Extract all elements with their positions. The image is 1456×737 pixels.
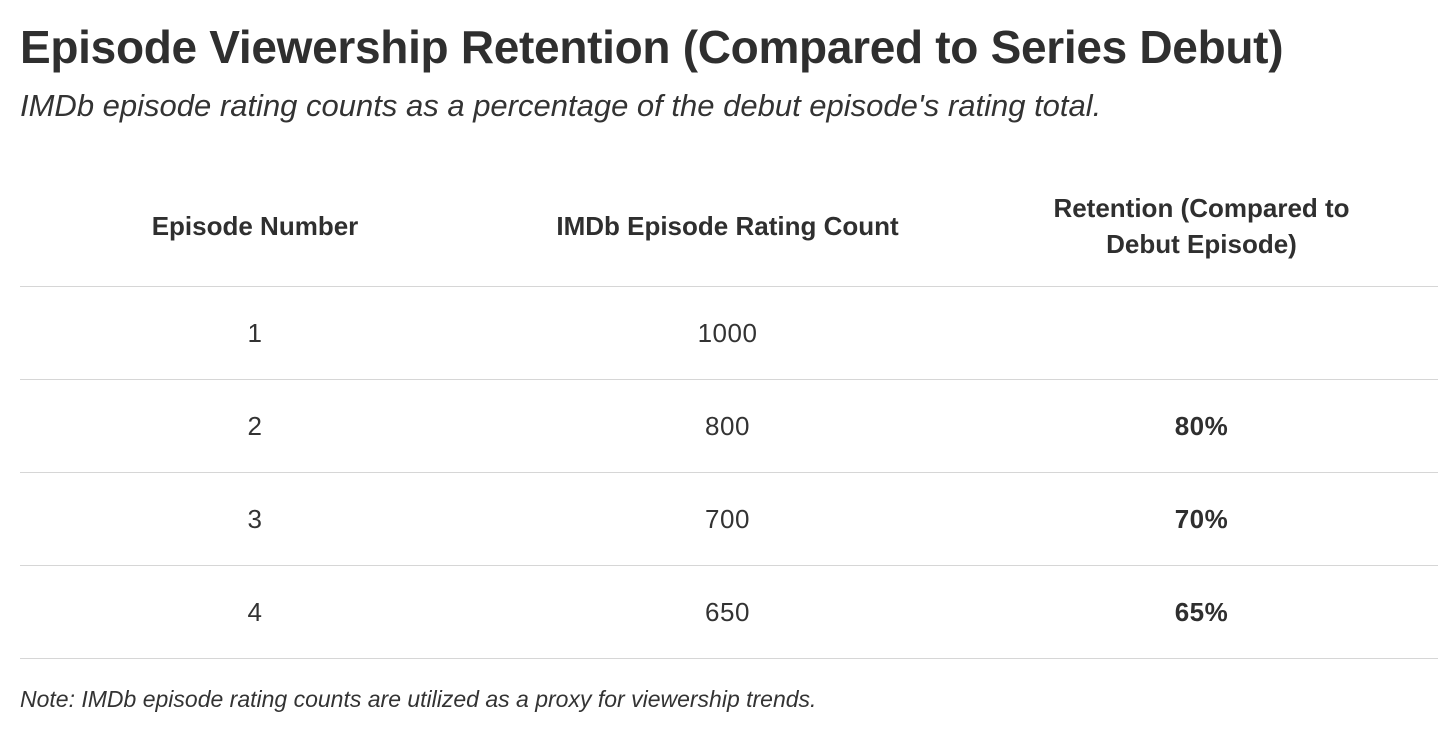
table-row: 4 650 65% (20, 566, 1438, 659)
episode-number-cell: 4 (247, 596, 263, 627)
rating-count-cell: 700 (705, 503, 750, 534)
episode-number-cell: 3 (247, 503, 263, 534)
retention-table: Episode Number IMDb Episode Rating Count… (20, 166, 1438, 659)
column-header-rating-count: IMDb Episode Rating Count (556, 211, 899, 241)
episode-number-cell: 2 (247, 410, 263, 441)
rating-count-cell: 800 (705, 410, 750, 441)
footnote: Note: IMDb episode rating counts are uti… (20, 686, 817, 712)
chart-subtitle: IMDb episode rating counts as a percenta… (20, 88, 1102, 123)
episode-number-cell: 1 (247, 317, 263, 348)
retention-cell: 65% (1174, 596, 1229, 627)
table-row: 1 1000 (20, 287, 1438, 380)
column-header-episode-number: Episode Number (151, 211, 359, 241)
rating-count-cell: 650 (705, 596, 750, 627)
table-row: 3 700 70% (20, 473, 1438, 566)
rating-count-cell: 1000 (697, 317, 758, 348)
table-row: 2 800 80% (20, 380, 1438, 473)
table-header-row: Episode Number IMDb Episode Rating Count… (20, 166, 1438, 287)
column-header-retention: Retention (Compared to Debut Episode) (1053, 193, 1350, 259)
chart-title: Episode Viewership Retention (Compared t… (20, 21, 1284, 73)
retention-cell: 80% (1174, 410, 1229, 441)
retention-cell: 70% (1174, 503, 1229, 534)
